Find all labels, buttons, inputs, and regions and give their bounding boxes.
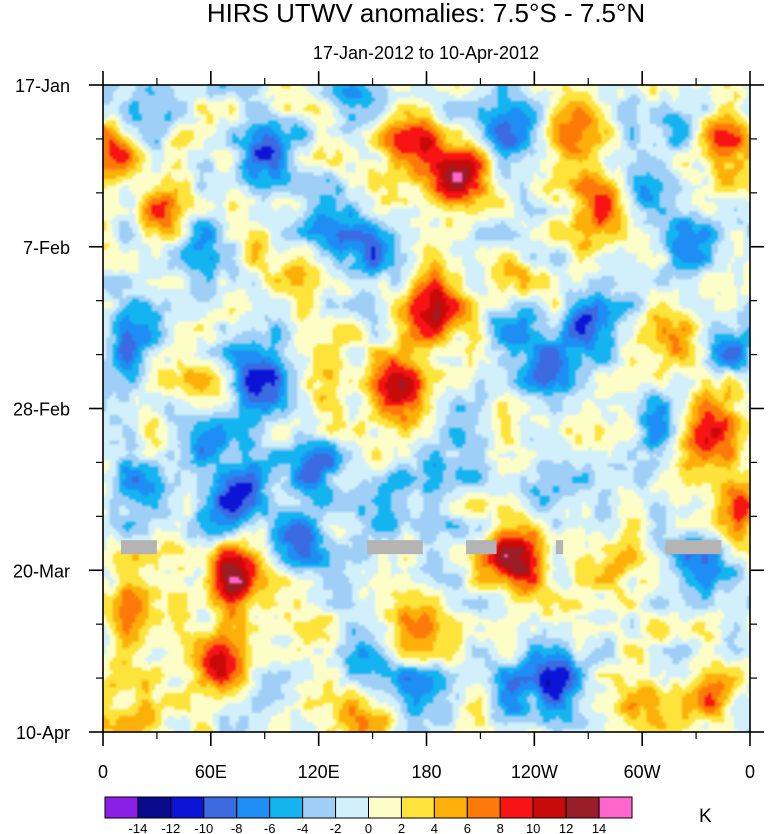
colorbar-tick-label: -8 [231, 821, 243, 834]
y-tick-label: 17-Jan [15, 76, 70, 96]
colorbar-tick-label: -12 [161, 821, 180, 834]
colorbar-box [368, 796, 402, 819]
x-tick-label: 60W [624, 762, 661, 782]
colorbar-box [269, 796, 304, 819]
colorbar-box [532, 796, 567, 819]
x-axis: 0 60E 120E 180 120W 60W 0 [98, 71, 755, 782]
missing-data-patch [555, 540, 564, 555]
chart-subtitle: 17-Jan-2012 to 10-Apr-2012 [313, 43, 539, 63]
missing-data-patch [120, 540, 157, 555]
y-tick-label: 28-Feb [13, 400, 70, 420]
colorbar-tick-label: -10 [194, 821, 213, 834]
colorbar-box [170, 796, 205, 819]
colorbar-tick-label: 4 [431, 821, 438, 834]
colorbar-box [499, 796, 534, 819]
colorbar-tick-label: -2 [330, 821, 342, 834]
colorbar-box [203, 796, 238, 819]
x-tick-label: 60E [195, 762, 227, 782]
missing-data-patch [665, 540, 722, 555]
x-tick-label: 180 [411, 762, 441, 782]
missing-data-patch [367, 540, 423, 555]
colorbar-tick-label: 14 [592, 821, 606, 834]
colorbar-box [104, 796, 139, 819]
colorbar-labels: -14 -12 -10 -8 -6 -4 -2 0 2 4 6 8 10 12 14 [129, 821, 607, 834]
y-tick-label: 20-Mar [13, 561, 70, 581]
colorbar-tick-label: -6 [264, 821, 276, 834]
colorbar-tick-label: 10 [526, 821, 540, 834]
colorbar-box [137, 796, 172, 819]
y-axis: 17-Jan 7-Feb 28-Feb 20-Mar 10-Apr [13, 76, 764, 743]
x-tick-label: 0 [98, 762, 108, 782]
colorbar: -14 -12 -10 -8 -6 -4 -2 0 2 4 6 8 10 12 14 K [104, 796, 712, 834]
missing-data-layer [120, 540, 722, 555]
colorbar-box [236, 796, 271, 819]
colorbar-box [598, 796, 633, 819]
colorbar-tick-label: 2 [398, 821, 405, 834]
colorbar-tick-label: 0 [365, 821, 372, 834]
colorbar-tick-label: 6 [464, 821, 471, 834]
colorbar-box [335, 796, 369, 819]
colorbar-tick-label: 8 [497, 821, 504, 834]
y-tick-label: 10-Apr [16, 723, 70, 743]
colorbar-tick-label: 12 [559, 821, 573, 834]
colorbar-box [433, 796, 468, 819]
colorbar-box [400, 796, 435, 819]
colorbar-unit-label: K [699, 806, 712, 827]
colorbar-boxes [104, 796, 633, 819]
y-tick-label: 7-Feb [23, 238, 70, 258]
missing-data-patch [466, 540, 497, 555]
colorbar-box [565, 796, 600, 819]
colorbar-tick-label: -14 [129, 821, 148, 834]
x-tick-label: 0 [745, 762, 755, 782]
x-tick-label: 120E [298, 762, 340, 782]
colorbar-box [302, 796, 337, 819]
chart-title: HIRS UTWV anomalies: 7.5°S - 7.5°N [207, 0, 645, 28]
colorbar-tick-label: -4 [297, 821, 309, 834]
x-tick-label: 120W [511, 762, 558, 782]
plot-area [102, 84, 751, 733]
colorbar-box [466, 796, 501, 819]
heatmap-field [103, 85, 750, 732]
